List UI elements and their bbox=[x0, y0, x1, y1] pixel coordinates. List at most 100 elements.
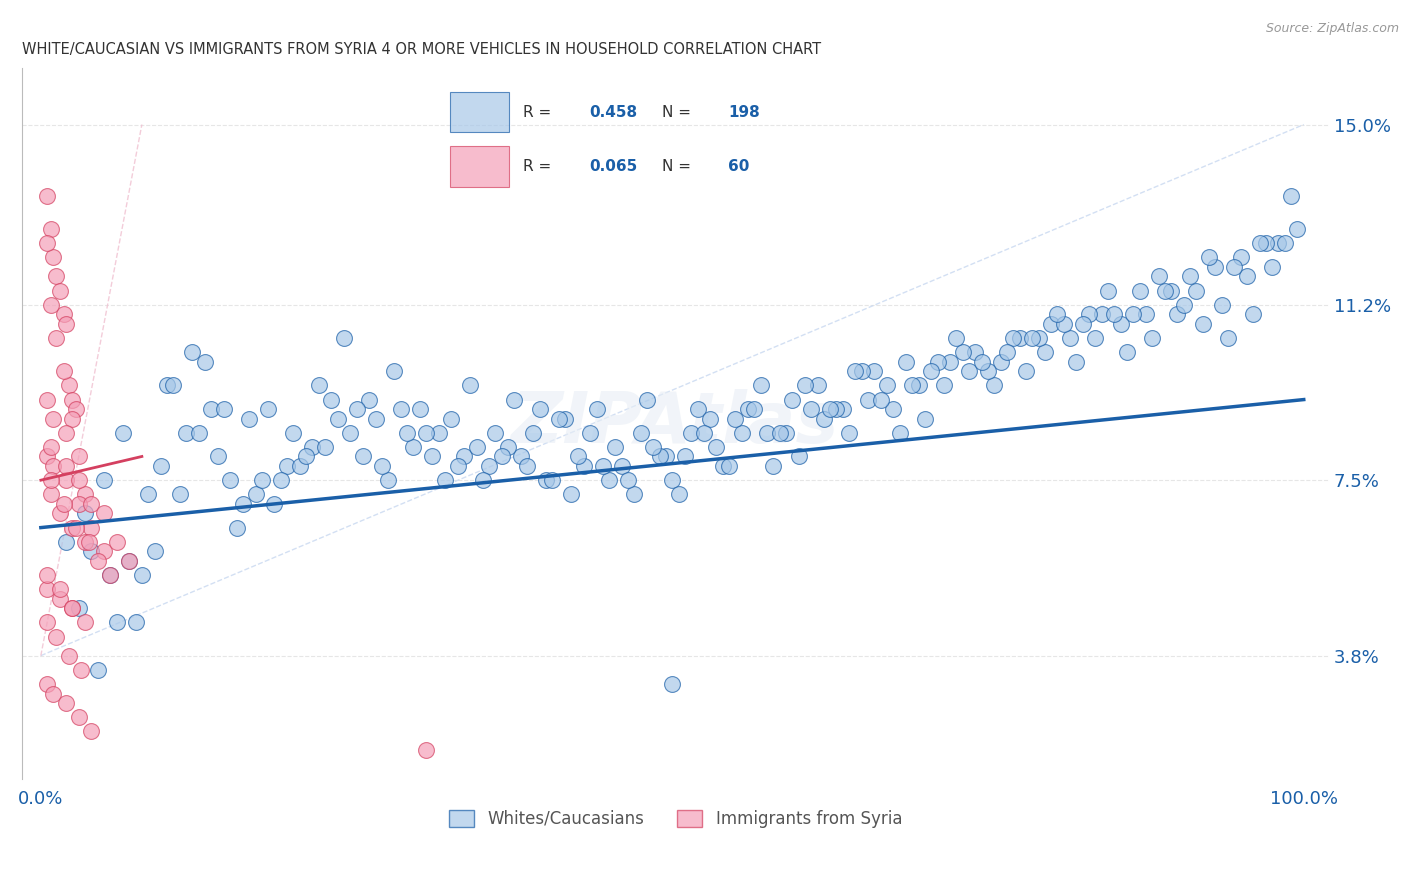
Point bbox=[693, 425, 716, 440]
Point bbox=[301, 440, 323, 454]
Point bbox=[1008, 331, 1031, 345]
Point bbox=[39, 487, 62, 501]
Point bbox=[471, 473, 494, 487]
Point bbox=[907, 378, 929, 392]
Point bbox=[73, 507, 96, 521]
Point bbox=[724, 411, 747, 425]
Point bbox=[901, 378, 924, 392]
Point bbox=[105, 534, 128, 549]
Point bbox=[661, 473, 683, 487]
Point bbox=[496, 440, 519, 454]
Point bbox=[579, 425, 602, 440]
Point bbox=[37, 582, 59, 597]
Point bbox=[200, 402, 222, 417]
Point bbox=[86, 663, 108, 677]
Point bbox=[1160, 284, 1182, 298]
Text: WHITE/CAUCASIAN VS IMMIGRANTS FROM SYRIA 4 OR MORE VEHICLES IN HOUSEHOLD CORRELA: WHITE/CAUCASIAN VS IMMIGRANTS FROM SYRIA… bbox=[22, 42, 821, 57]
Point bbox=[744, 402, 766, 417]
Point bbox=[67, 473, 90, 487]
Point bbox=[869, 392, 891, 407]
Point bbox=[780, 392, 803, 407]
Point bbox=[894, 354, 917, 368]
Point bbox=[585, 402, 607, 417]
Point bbox=[681, 425, 703, 440]
Point bbox=[169, 487, 191, 501]
Point bbox=[321, 392, 343, 407]
Point bbox=[1166, 307, 1188, 321]
Point bbox=[1046, 307, 1069, 321]
Point bbox=[623, 487, 645, 501]
Point bbox=[250, 473, 273, 487]
Point bbox=[37, 188, 59, 202]
Text: 60: 60 bbox=[728, 159, 749, 174]
Point bbox=[49, 507, 72, 521]
Point bbox=[118, 554, 141, 568]
Point bbox=[1279, 188, 1302, 202]
Point bbox=[55, 317, 77, 331]
Point bbox=[920, 364, 942, 378]
Point bbox=[207, 450, 229, 464]
Point bbox=[718, 458, 741, 473]
Point bbox=[232, 497, 254, 511]
Point bbox=[503, 392, 526, 407]
Point bbox=[118, 554, 141, 568]
Point bbox=[52, 497, 75, 511]
Point bbox=[1059, 331, 1081, 345]
Point bbox=[965, 345, 987, 359]
Point bbox=[427, 425, 450, 440]
Text: R =: R = bbox=[523, 159, 557, 174]
Point bbox=[749, 378, 772, 392]
Point bbox=[93, 473, 115, 487]
Point bbox=[73, 534, 96, 549]
Point bbox=[630, 425, 652, 440]
Point bbox=[446, 458, 468, 473]
Point bbox=[484, 425, 506, 440]
Point bbox=[225, 520, 247, 534]
Point bbox=[509, 450, 531, 464]
Point bbox=[70, 663, 93, 677]
Point bbox=[55, 425, 77, 440]
Point bbox=[541, 473, 564, 487]
Point bbox=[80, 520, 103, 534]
Point bbox=[952, 345, 974, 359]
Point bbox=[1091, 307, 1114, 321]
Point bbox=[1153, 284, 1175, 298]
Point bbox=[124, 615, 146, 630]
Point bbox=[863, 364, 886, 378]
Point bbox=[136, 487, 159, 501]
Point bbox=[415, 743, 437, 757]
Point bbox=[1021, 331, 1043, 345]
Point bbox=[1116, 345, 1139, 359]
Point bbox=[1204, 260, 1226, 274]
Point bbox=[65, 520, 87, 534]
Point bbox=[1109, 317, 1132, 331]
Point bbox=[42, 250, 65, 264]
Text: 0.458: 0.458 bbox=[589, 104, 637, 120]
Point bbox=[1122, 307, 1144, 321]
Point bbox=[1097, 284, 1119, 298]
Point bbox=[37, 450, 59, 464]
Point bbox=[560, 487, 582, 501]
Point bbox=[62, 601, 84, 615]
Point bbox=[1241, 307, 1264, 321]
Point bbox=[288, 458, 311, 473]
Point bbox=[1002, 331, 1025, 345]
Point bbox=[73, 615, 96, 630]
Point bbox=[346, 402, 368, 417]
Point bbox=[283, 425, 305, 440]
Point bbox=[245, 487, 267, 501]
Point bbox=[851, 364, 873, 378]
Point bbox=[162, 378, 184, 392]
Text: R =: R = bbox=[523, 104, 557, 120]
Point bbox=[1236, 269, 1258, 284]
Point bbox=[389, 402, 412, 417]
Point bbox=[636, 392, 658, 407]
Text: ZIPAtlas: ZIPAtlas bbox=[512, 389, 839, 458]
Point bbox=[65, 402, 87, 417]
Point bbox=[1229, 250, 1251, 264]
Point bbox=[1140, 331, 1163, 345]
Point bbox=[37, 677, 59, 691]
Point bbox=[174, 425, 197, 440]
Point bbox=[699, 411, 721, 425]
Point bbox=[831, 402, 853, 417]
